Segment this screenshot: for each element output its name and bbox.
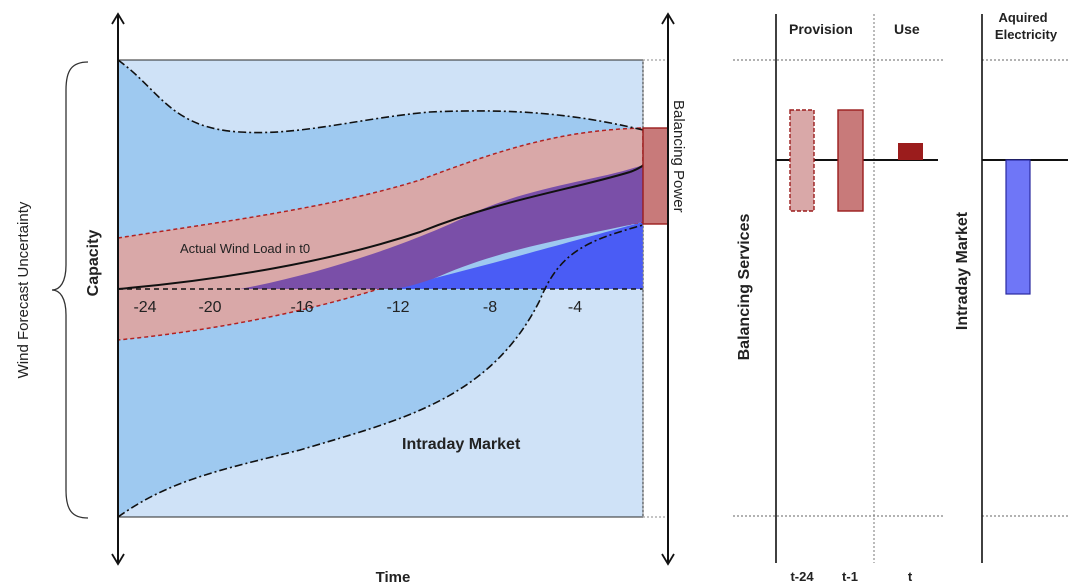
- time-label-t1: t-1: [842, 569, 858, 584]
- right-axis-arrow-bottom: [661, 553, 675, 566]
- time-ticks: -24 -20 -16 -12 -8 -4: [133, 299, 582, 316]
- use-header: Use: [894, 21, 920, 37]
- upper-uncertainty-bound: [118, 60, 643, 134]
- time-tick-label: -12: [386, 299, 409, 316]
- provision-header: Provision: [789, 21, 853, 37]
- left-axis-arrow-top: [111, 12, 125, 25]
- balancing-power-box: [642, 127, 669, 225]
- actual-wind-load-curve: [118, 171, 631, 290]
- time-tick-label: -4: [568, 299, 582, 316]
- right-panel: Provision Use Aquired Electricity Balanc…: [733, 10, 1068, 584]
- bar-t-use: [898, 143, 923, 160]
- bright-blue-area: [390, 222, 643, 289]
- acquired-header-line2: Electricity: [995, 27, 1058, 42]
- actual-wind-load-label: Actual Wind Load in t0: [180, 241, 310, 256]
- bar-t1-provision: [837, 109, 864, 212]
- acquired-header-line1: Aquired: [998, 10, 1047, 25]
- wind-forecast-uncertainty-label: Wind Forecast Uncertainty: [15, 201, 32, 378]
- time-tick-label: -8: [483, 299, 497, 316]
- bar-t24-provision: [789, 109, 815, 212]
- balancing-services-label: Balancing Services: [736, 214, 753, 361]
- time-tick-label: -24: [133, 299, 156, 316]
- balancing-power-label: Balancing Power: [670, 100, 687, 213]
- balancing-band: [118, 127, 643, 341]
- capacity-label: Capacity: [85, 230, 102, 297]
- left-axis-arrow-bottom: [111, 553, 125, 566]
- time-tick-label: -20: [198, 299, 221, 316]
- intraday-market-vertical-label: Intraday Market: [954, 211, 971, 330]
- uncertainty-brace: [51, 61, 89, 519]
- purple-area: [240, 165, 643, 289]
- bar-acquired-electricity: [1005, 159, 1031, 295]
- left-panel: Wind Forecast Uncertainty Capacity -24 -2…: [15, 12, 687, 586]
- time-tick-label: -16: [290, 299, 313, 316]
- time-axis-label: Time: [376, 569, 411, 586]
- time-label-t: t: [908, 569, 913, 584]
- right-axis-arrow-top: [661, 12, 675, 25]
- time-label-t24: t-24: [790, 569, 814, 584]
- intraday-market-label: Intraday Market: [402, 436, 521, 453]
